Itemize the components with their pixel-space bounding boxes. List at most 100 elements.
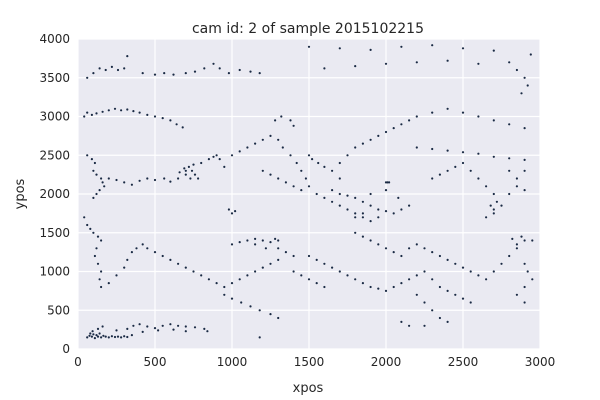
data-point [113,107,117,110]
data-point [361,212,364,215]
data-point [446,320,449,323]
y-axis-label: ypos [13,178,28,209]
data-point [183,167,186,170]
data-point [377,287,380,290]
data-point [246,239,249,242]
data-point [377,243,380,246]
data-point [177,324,180,327]
data-point [258,336,261,339]
data-point [331,189,334,192]
data-point [511,237,514,240]
data-point [384,289,388,292]
data-point [315,258,318,261]
data-point [331,266,334,269]
data-point [230,243,234,246]
data-point [523,76,526,79]
data-point [377,216,380,219]
data-point [311,158,314,161]
data-point [323,165,326,168]
data-point [461,161,465,165]
data-point [88,334,91,337]
data-point [492,119,495,122]
data-point [354,196,357,199]
data-point [492,208,495,211]
data-point [492,270,495,273]
data-point [469,301,472,304]
data-point [454,262,457,265]
data-point [92,72,95,75]
data-point [384,247,388,250]
data-point [83,115,86,118]
data-point [277,247,280,250]
data-point [163,72,166,75]
data-point [277,177,280,180]
x-tick-label: 500 [144,355,167,369]
data-point [431,278,434,281]
data-point [531,239,534,242]
data-point [415,274,418,277]
data-point [169,180,172,183]
data-point [354,278,357,281]
data-point [258,309,261,312]
data-point [400,254,403,258]
data-point [400,123,403,126]
data-point [438,254,441,258]
data-point [123,181,126,184]
data-point [289,119,292,122]
data-point [120,109,123,112]
data-point [446,169,449,172]
data-point [215,154,218,157]
data-point [126,258,129,261]
data-point [384,210,388,213]
data-point [230,297,234,300]
y-tick-label: 2500 [39,148,70,162]
data-point [346,208,349,211]
y-tick-label: 1000 [39,265,70,279]
data-point [90,335,93,338]
data-point [280,115,283,118]
data-point [169,258,172,261]
data-point [93,161,96,165]
y-tick-label: 3000 [39,110,70,124]
data-point [184,330,187,333]
data-point [189,177,192,180]
data-point [446,289,449,292]
data-point [95,192,98,196]
data-point [138,323,141,326]
data-point [203,327,206,330]
data-point [249,305,252,308]
data-point [492,49,495,52]
data-point [338,161,341,165]
data-point [515,243,519,246]
data-point [274,119,277,122]
y-tick-label: 4000 [39,32,70,46]
data-point [523,189,526,192]
data-point [292,254,295,258]
data-point [304,177,307,180]
data-point [207,278,210,281]
data-point [369,220,372,223]
data-point [508,61,511,64]
data-point [192,163,195,166]
data-point [92,169,95,172]
data-point [315,192,318,196]
data-point [203,67,206,70]
data-point [91,330,94,333]
data-point [323,196,326,199]
data-point [284,181,287,184]
data-point [89,227,92,230]
y-tick-labels: 0 500 1000 1500 2000 2500 3000 3500 4000 [39,32,70,356]
data-point [261,266,264,269]
data-point [141,330,144,333]
y-tick-label: 0 [62,342,70,356]
data-point [523,301,526,304]
data-point [431,111,434,114]
data-point [269,241,272,244]
data-point [307,254,311,258]
data-point [307,185,311,188]
y-tick-label: 500 [47,303,70,317]
data-point [515,185,519,188]
data-point [520,235,523,238]
data-point [200,161,203,165]
data-point [523,127,526,130]
